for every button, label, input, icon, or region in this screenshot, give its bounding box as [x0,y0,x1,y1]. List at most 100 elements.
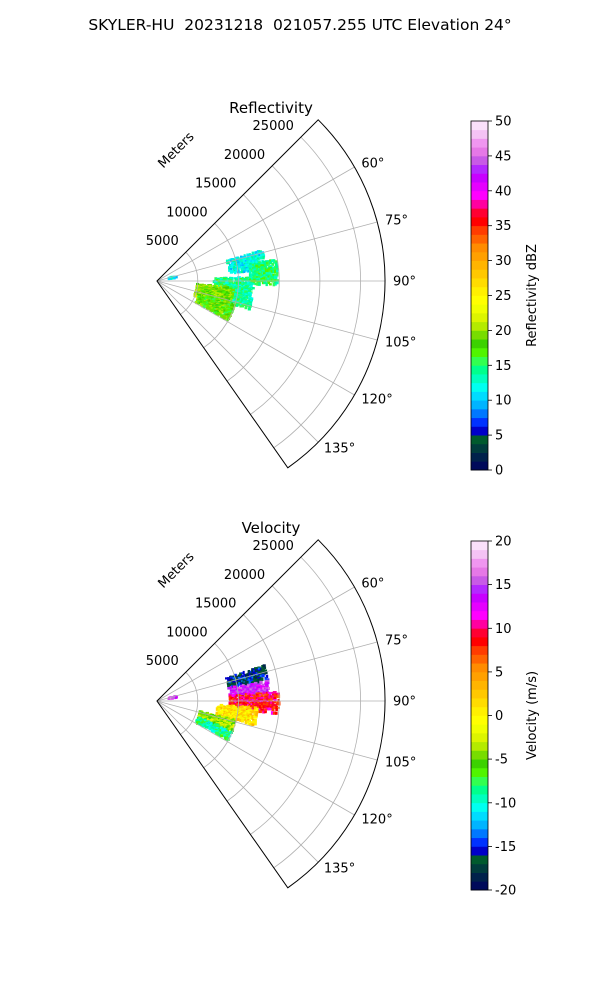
echo-bin [258,277,262,281]
range-tick-label: 10000 [166,625,207,640]
echo-bin [272,273,276,277]
echo-bin [246,293,251,297]
azimuth-gridline [156,280,355,396]
echo-bin [254,276,258,280]
echo-bin [270,270,273,274]
colorbar-tick-label: 30 [495,254,512,269]
echo-bin [249,716,252,720]
echo-bin [253,695,257,699]
colorbar-tick-label: 20 [495,324,512,339]
echo-bin [230,694,233,698]
echo-bin [236,271,241,274]
echo-bin [253,675,256,680]
echo-bin [255,711,259,715]
echo-bin [253,712,257,716]
colorbar-tick-label: 45 [495,149,512,164]
echo-bin [251,263,254,268]
colorbar-swatch [471,855,488,865]
echo-bin [258,684,261,688]
echo-bin [261,702,265,705]
echo-bin [273,704,277,708]
velocity-grid [156,556,385,869]
echo-bin [204,285,208,290]
echo-bin [241,681,245,685]
echo-bin [271,695,275,698]
echo-bin [238,704,241,707]
echo-bin [238,701,241,705]
echo-bin [260,256,264,260]
echo-bin [267,274,270,277]
echo-bin [230,285,234,288]
echo-bin [248,719,251,723]
echo-bin [225,734,230,738]
azimuth-gridline [156,700,319,863]
echo-bin [216,282,219,287]
echo-bin [235,290,238,294]
echo-bin [230,276,234,280]
echo-bin [234,695,237,698]
echo-bin [272,259,276,262]
colorbar-swatch [471,435,488,445]
range-ring [203,643,239,769]
reflectivity-echo-layer [167,250,280,322]
echo-bin [229,300,233,304]
echo-bin [208,284,212,289]
echo-bin [272,277,275,281]
echo-bin [258,673,261,677]
echo-bin [264,699,268,702]
echo-bin [225,721,229,725]
echo-bin [226,318,230,322]
echo-bin [262,664,266,668]
echo-bin [246,286,249,290]
echo-bin [197,285,201,289]
echo-bin [252,268,255,272]
echo-bin [241,699,245,702]
echo-bin [247,257,251,261]
echo-bin [245,714,250,718]
echo-bin [231,713,235,717]
echo-bin [256,708,261,712]
echo-bin [212,721,216,725]
echo-bin [232,708,236,712]
colorbar-swatch [471,602,488,612]
echo-bin [266,272,270,276]
echo-bin [206,726,210,729]
echo-bin [261,260,265,264]
echo-bin [266,703,270,708]
echo-bin [239,718,243,722]
echo-bin [238,260,243,263]
echo-bin [250,700,254,703]
echo-bin [260,278,263,281]
echo-bin [261,269,264,272]
echo-bin [260,687,264,691]
echo-bin [239,692,243,696]
echo-bin [232,725,235,728]
echo-bin [224,731,227,734]
range-ring [250,585,321,835]
reflectivity-grid [156,136,385,449]
echo-bin [276,272,279,275]
echo-bin [253,721,257,726]
echo-bin [229,306,233,310]
echo-bin [227,705,230,709]
echo-bin [268,276,272,279]
azimuth-gridline [156,280,378,341]
echo-bin [277,699,280,702]
echo-bin [241,281,244,285]
range-ring [250,165,321,415]
echo-bin [223,312,226,316]
echo-bin [258,686,262,690]
echo-bin [198,722,202,726]
echo-bin [249,677,253,680]
echo-bin [275,695,279,698]
echo-bin [246,260,250,265]
echo-bin [248,280,252,284]
echo-bin [228,294,233,298]
echo-bin [274,277,278,281]
echo-bin [248,707,252,711]
echo-bin [265,260,269,263]
colorbar-tick-label: 15 [495,359,512,374]
echo-bin [222,285,226,289]
colorbar-swatch [471,872,488,882]
colorbar-swatch [471,802,488,812]
